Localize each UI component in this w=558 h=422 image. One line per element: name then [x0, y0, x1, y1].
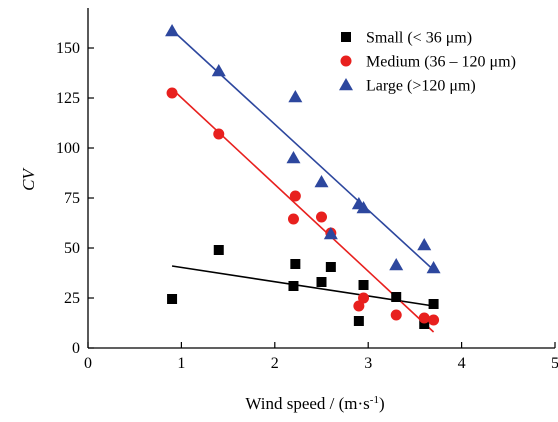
x-axis-label-sup: -1 [370, 394, 379, 406]
small-data-point [428, 299, 439, 309]
medium-data-point [353, 300, 365, 312]
legend-medium-label: Medium (36 – 120 μm) [366, 54, 516, 71]
medium-data-point [289, 190, 301, 202]
large-data-point [426, 261, 441, 274]
legend-small-label: Small (< 36 μm) [366, 30, 472, 47]
small-data-point [316, 277, 327, 287]
legend-large-marker [339, 78, 353, 91]
x-tick-label: 0 [84, 355, 92, 372]
small-data-point [353, 316, 364, 326]
large-data-point [286, 151, 301, 164]
medium-data-point [418, 312, 430, 324]
x-axis-label: Wind speed / (m·s-1) [245, 394, 384, 413]
small-data-point [419, 319, 430, 329]
small-data-point [290, 259, 301, 269]
x-tick-label: 4 [458, 355, 466, 372]
legend-small-marker [341, 32, 351, 42]
medium-data-point [166, 87, 178, 99]
y-tick-label: 150 [56, 40, 80, 57]
small-data-point [288, 281, 299, 291]
y-tick-label: 50 [64, 240, 80, 257]
legend-large-label: Large (>120 μm) [366, 78, 476, 95]
medium-data-point [358, 292, 370, 304]
medium-data-point [390, 309, 402, 321]
x-tick-label: 2 [271, 355, 279, 372]
x-tick-label: 3 [364, 355, 372, 372]
x-axis-label-main: Wind speed / (m·s [245, 394, 369, 413]
large-data-point [417, 238, 432, 251]
small-data-point [213, 245, 224, 255]
large-data-point [211, 64, 226, 77]
medium-data-point [287, 213, 299, 225]
axes [87, 8, 555, 349]
large-data-point [323, 227, 338, 240]
medium-data-point [316, 211, 327, 223]
large-data-point [389, 258, 404, 271]
y-tick-label: 75 [64, 190, 80, 207]
small-data-point [358, 280, 369, 290]
x-tick-label: 5 [551, 355, 558, 372]
large-data-point [165, 24, 180, 37]
small-data-point [167, 294, 178, 304]
medium-data-point [213, 128, 225, 140]
y-tick-label: 0 [72, 340, 80, 357]
large-data-point [314, 175, 329, 188]
y-axis-label: CV [19, 167, 38, 191]
large-data-point [288, 90, 303, 103]
medium-data-point [428, 314, 440, 326]
legend-medium-marker [340, 55, 352, 67]
x-tick-label: 1 [177, 355, 185, 372]
small-fit-line [171, 265, 434, 307]
x-axis-label-suffix: ) [379, 394, 385, 413]
small-data-point [325, 262, 336, 272]
small-data-point [391, 292, 402, 302]
legend: Small (< 36 μm) Medium (36 – 120 μm) Large… [339, 30, 516, 95]
y-tick-label: 125 [56, 90, 80, 107]
y-tick-label: 25 [64, 290, 80, 307]
fit-lines [171, 29, 435, 333]
y-tick-label: 100 [56, 140, 80, 157]
data-points [165, 24, 441, 329]
large-data-point [356, 201, 371, 214]
